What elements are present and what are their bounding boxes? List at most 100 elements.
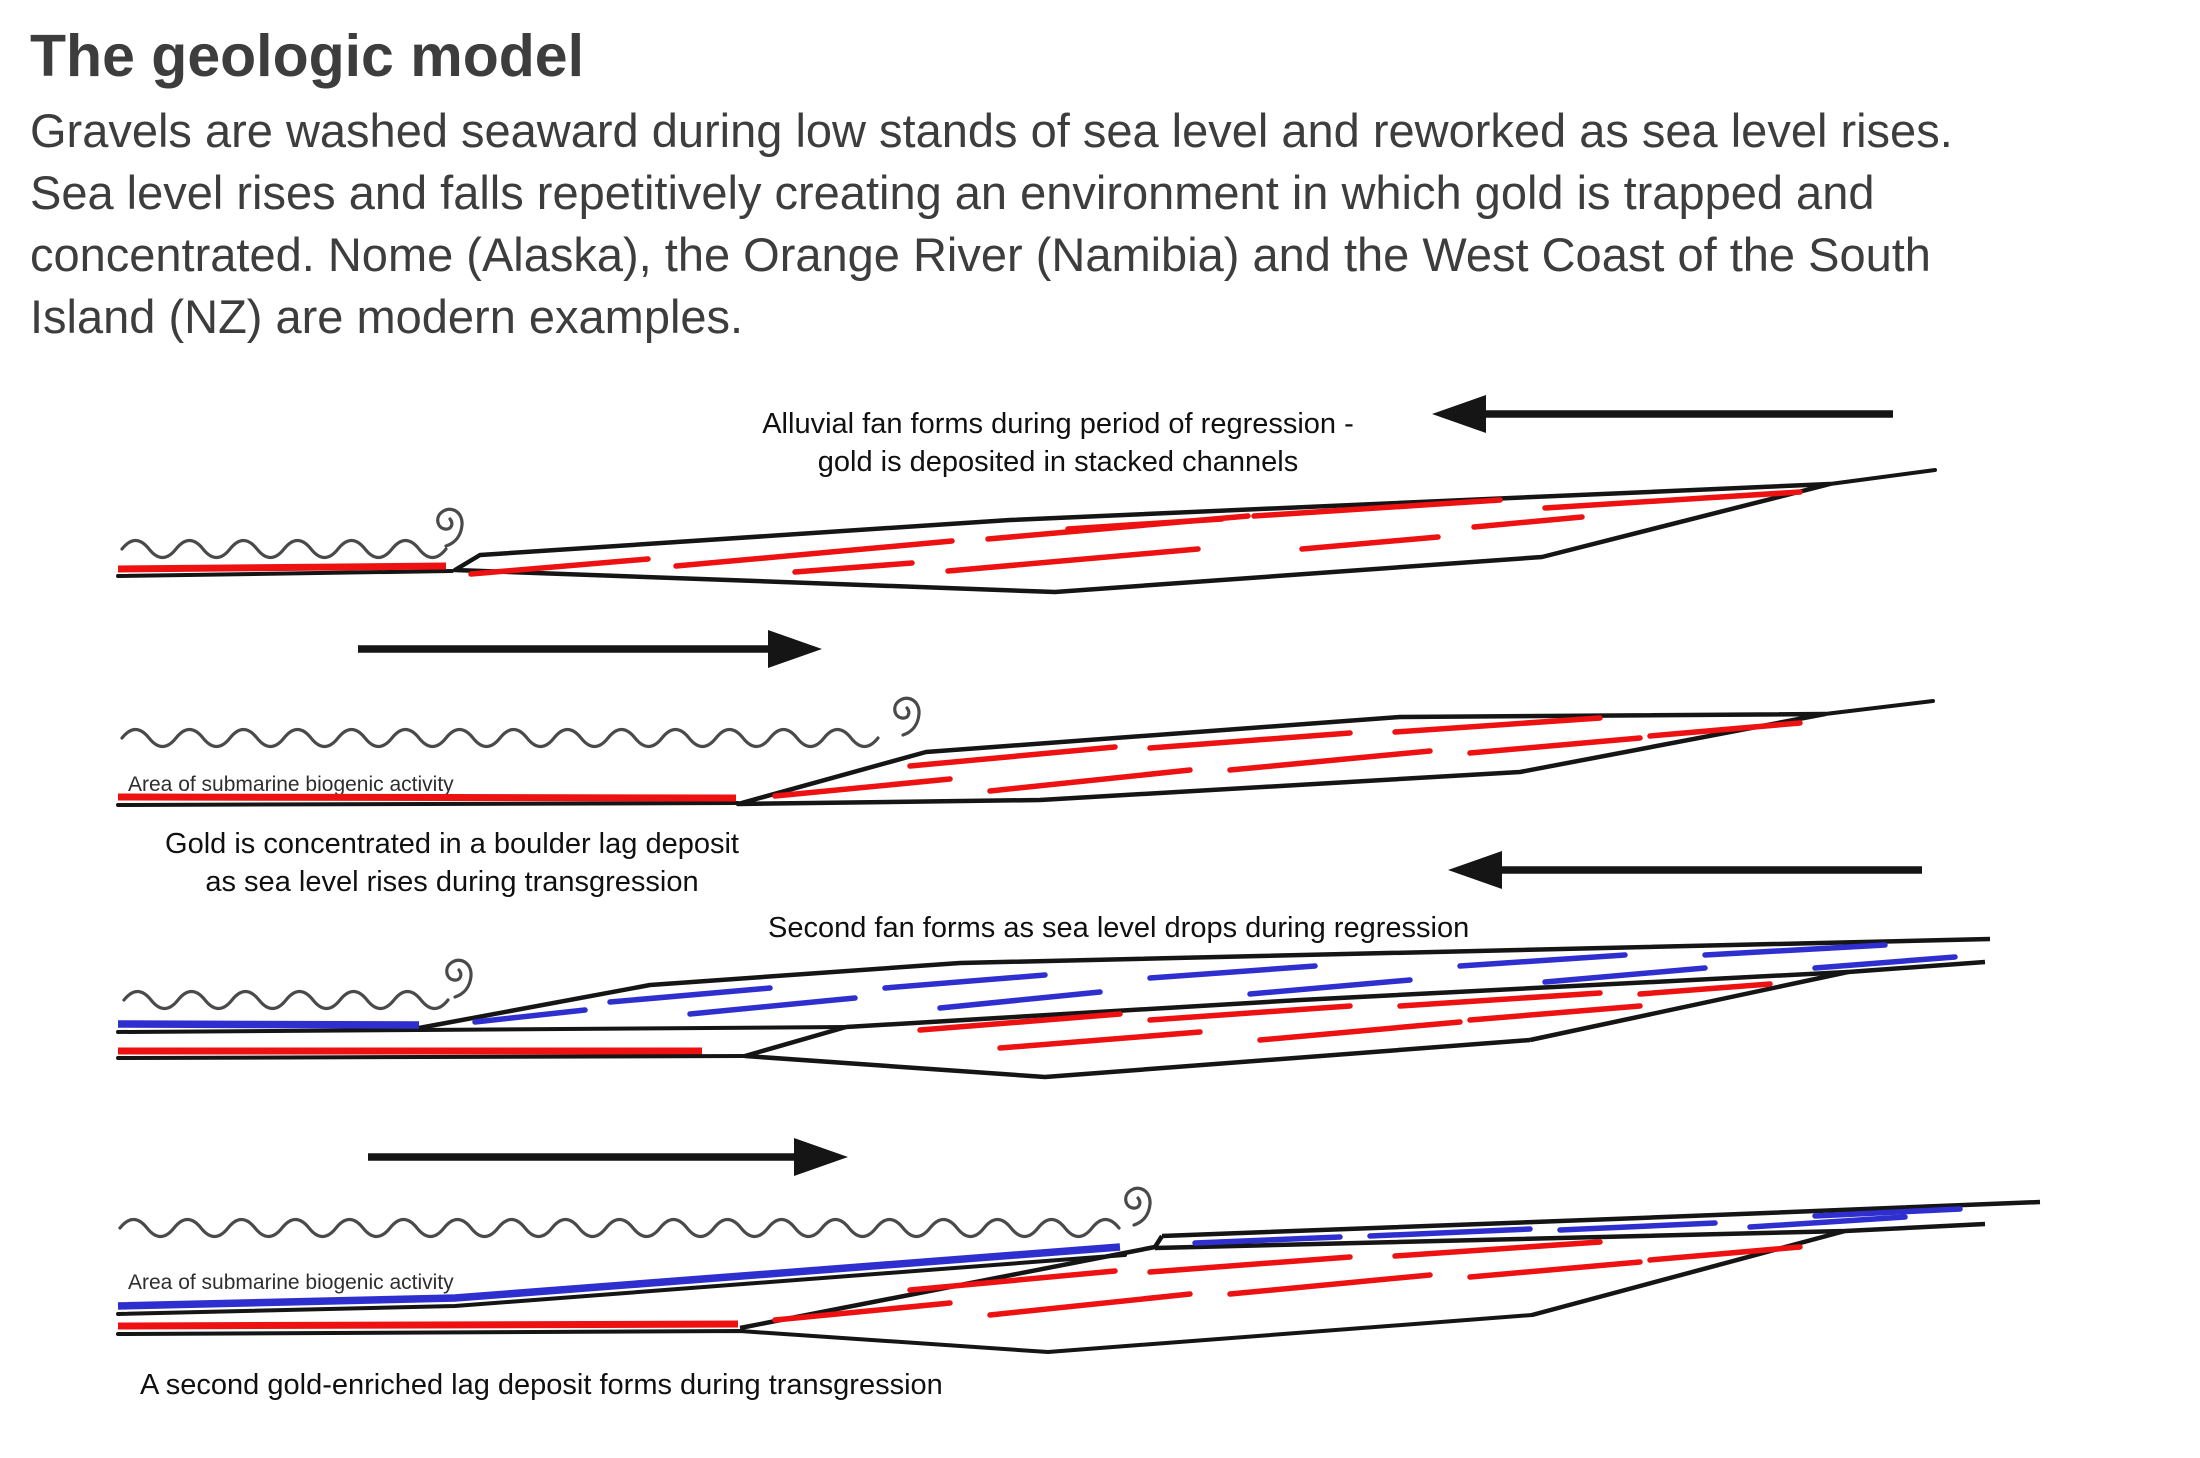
land-surface-line (1161, 1199, 2041, 1239)
gold-channel-dash-red (917, 1011, 1123, 1033)
regression-direction-arrow (1448, 851, 1922, 889)
gold-lag-dash-blue (1542, 965, 1708, 985)
gold-lag-dash-blue (882, 972, 1048, 991)
gold-channel-dash-red (997, 1029, 1203, 1051)
gold-channel-dash-red (1637, 981, 1773, 997)
panel-4-second-transgression: Area of submarine biogenic activity A se… (116, 1138, 2041, 1401)
gold-lag-dash-blue (1147, 963, 1318, 981)
gold-channel-dash-red (792, 560, 915, 575)
gold-lag-dash-blue (1812, 1206, 1963, 1219)
gold-channel-dash-red (772, 776, 953, 799)
gold-channel-dash-red (987, 1291, 1193, 1318)
gold-lag-dash-blue (1457, 952, 1628, 969)
panel-1-regression: Alluvial fan forms during period of regr… (116, 395, 1937, 595)
gold-channel-dash-red (1471, 514, 1585, 530)
gold-lag-dash-blue (687, 995, 858, 1017)
intro-paragraph-line: Sea level rises and falls repetitively c… (30, 166, 1875, 219)
gold-channel-dash-red (1147, 730, 1353, 751)
alluvial-fan-outline (735, 711, 1828, 807)
second-fan-top-edge (418, 936, 1991, 1031)
gold-lag-line-red (117, 1320, 739, 1330)
gold-lag-dash-blue (1192, 1234, 1343, 1246)
gold-channel-dash-red (1467, 1259, 1643, 1280)
first-fan-right-edge (1529, 969, 1849, 1043)
gold-lag-dash-blue (1247, 977, 1413, 997)
sea-surface-wave (122, 989, 450, 1011)
gold-channel-dash-red (1227, 1272, 1433, 1297)
biogenic-activity-label: Area of submarine biogenic activity (128, 1271, 454, 1294)
transgressive-surface-line (116, 1253, 1127, 1316)
panel2-caption-line1: Gold is concentrated in a boulder lag de… (165, 828, 739, 860)
gold-lag-line-red (117, 793, 737, 802)
gold-channel-dash-red (673, 538, 955, 569)
gold-channel-dash-red (1542, 489, 1803, 511)
gold-channel-dash-red (1397, 990, 1603, 1009)
gold-channel-dash-red (1467, 1003, 1643, 1023)
seafloor-line (116, 1054, 747, 1060)
gold-lag-dash-blue (1557, 1220, 1718, 1233)
shoreface-line (744, 1024, 847, 1059)
seafloor-and-fan-bottom-line (116, 1313, 1534, 1354)
intro-paragraph-line: concentrated. Nome (Alaska), the Orange … (30, 228, 1931, 281)
gold-channel-dash-red (907, 744, 1118, 769)
gold-channel-dash-red (945, 546, 1201, 574)
seafloor-line (116, 801, 740, 807)
intro-paragraph-line: Gravels are washed seaward during low st… (30, 104, 1953, 157)
intro-paragraph: Gravels are washed seaward during low st… (30, 100, 1953, 348)
biogenic-activity-label: Area of submarine biogenic activity (128, 773, 454, 796)
gold-channel-dash-red (1392, 715, 1603, 735)
gold-lag-dash-blue (472, 1007, 588, 1025)
seafloor-line (116, 569, 454, 578)
sea-surface-wave (118, 1217, 1121, 1239)
gold-channel-dash-red (907, 1268, 1118, 1293)
breaking-wave-curl (893, 696, 921, 737)
gold-lag-line-blue (117, 1020, 420, 1029)
transgressive-surface-line (116, 1025, 848, 1034)
gold-channel-dash-red (468, 556, 651, 577)
panel-3-second-regression: Second fan forms as sea level drops duri… (116, 851, 1991, 1080)
gold-channel-dash-red (1467, 735, 1643, 756)
gold-lag-dash-blue (937, 989, 1103, 1011)
gold-channel-dash-red (1065, 516, 1225, 532)
fan-boundary-line (845, 959, 1986, 1030)
land-surface-line (1823, 699, 1935, 716)
gold-channel-dash-red (1647, 1244, 1803, 1263)
gold-channel-dash-red (1647, 720, 1803, 739)
transgression-direction-arrow (368, 1138, 848, 1176)
page-title: The geologic model (30, 23, 584, 89)
generated-detail-layer (118, 489, 1963, 1323)
gold-channel-dash-red (1257, 1019, 1463, 1043)
gold-lag-dash-blue (1812, 954, 1958, 971)
gold-lag-dash-blue (607, 985, 773, 1005)
gold-channel-dash-red (987, 767, 1193, 794)
gold-channel-dash-red (1227, 748, 1433, 773)
intro-paragraph-line: Island (NZ) are modern examples. (30, 290, 744, 343)
transgression-direction-arrow (358, 630, 822, 668)
panel3-caption: Second fan forms as sea level drops duri… (768, 912, 1469, 944)
gold-lag-dash-blue (1367, 1226, 1533, 1239)
breaking-wave-curl (445, 958, 473, 999)
panel1-caption-line2: gold is deposited in stacked channels (818, 446, 1298, 478)
panel4-caption: A second gold-enriched lag deposit forms… (140, 1369, 943, 1401)
regression-direction-arrow (1432, 395, 1893, 433)
gold-lag-line-red (117, 562, 447, 573)
gold-channel-dash-red (1251, 497, 1503, 519)
gold-lag-dash-blue (1702, 942, 1888, 958)
gold-channel-dash-red (772, 1300, 953, 1323)
gold-lag-dash-blue (1747, 1214, 1908, 1230)
alluvial-fan-outline (452, 481, 1833, 595)
gold-channel-dash-red (1392, 1239, 1603, 1259)
sea-surface-wave (120, 727, 880, 749)
gold-lag-line-blue (117, 1243, 1121, 1310)
panel-2-transgression: Area of submarine biogenic activity Gold… (116, 630, 1935, 898)
breaking-wave-curl (436, 507, 464, 548)
gold-channel-dash-red (1147, 1254, 1353, 1275)
gold-channel-dash-red (1147, 1003, 1353, 1023)
sea-surface-wave (120, 538, 448, 560)
gold-channel-dash-red (1299, 534, 1441, 552)
breaking-wave-curl (1124, 1186, 1152, 1227)
land-surface-line (1828, 468, 1937, 486)
panel1-caption-line1: Alluvial fan forms during period of regr… (762, 408, 1354, 440)
